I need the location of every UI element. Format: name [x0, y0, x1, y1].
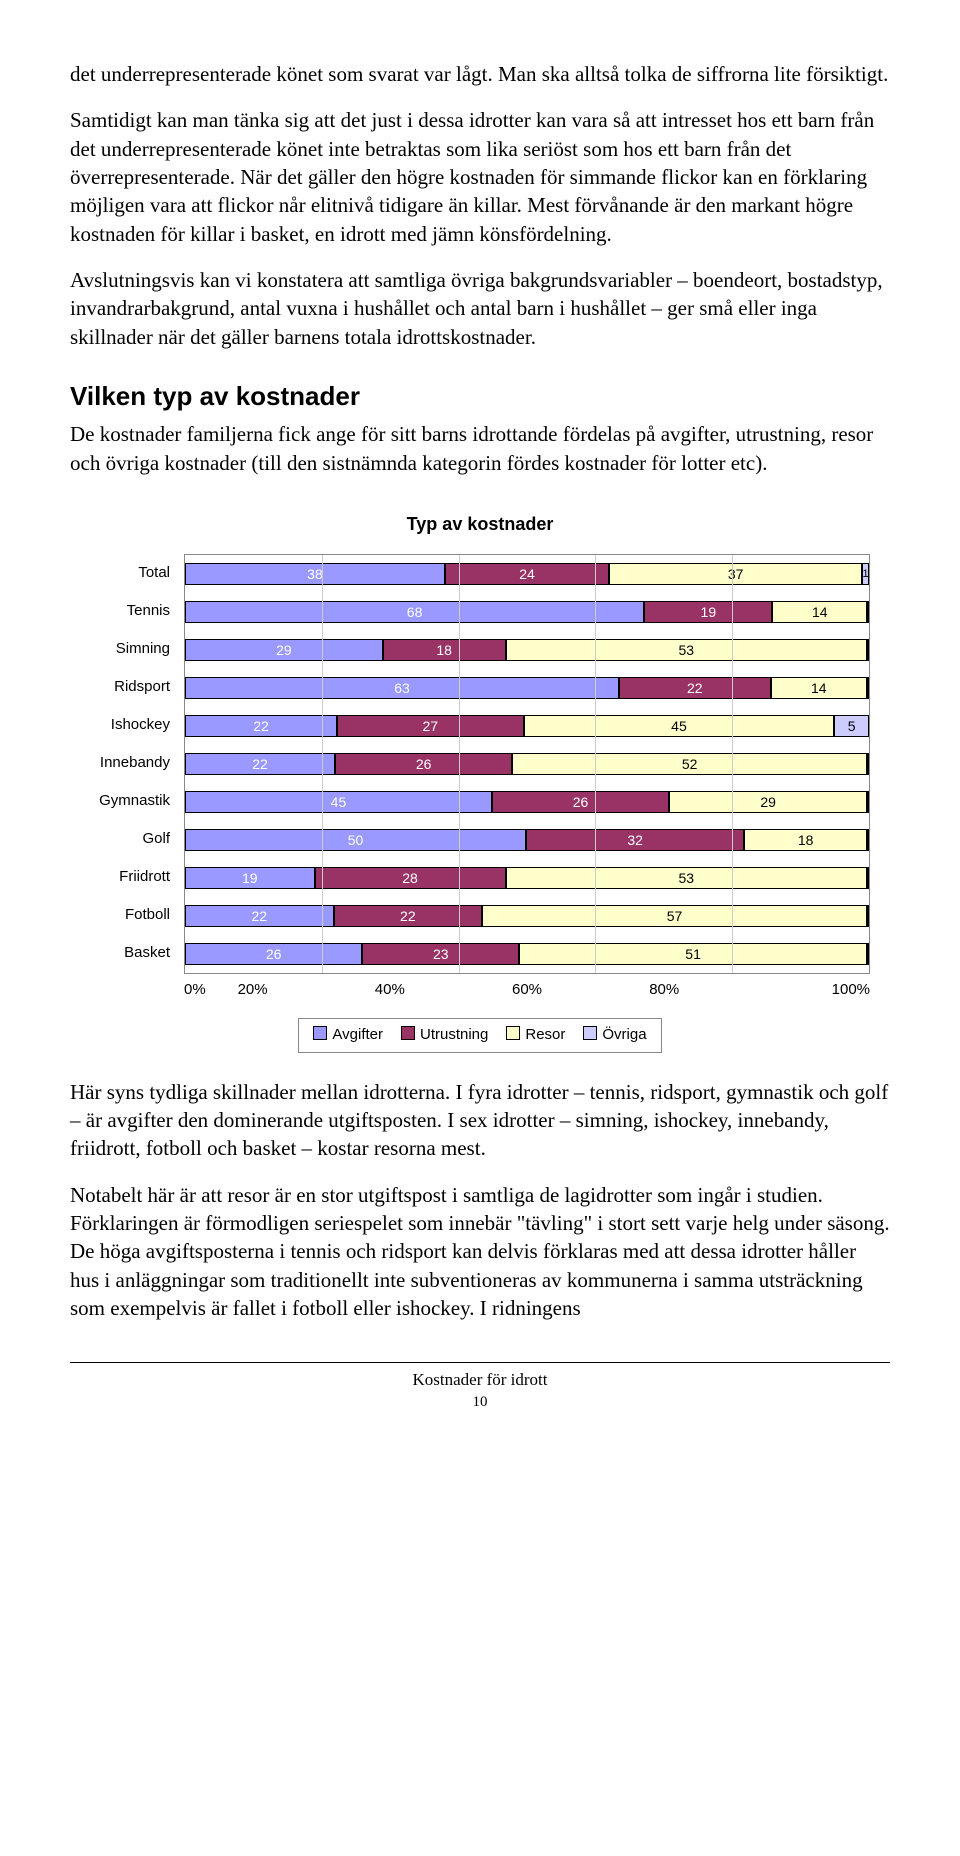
chart-title: Typ av kostnader	[70, 512, 890, 536]
chart-bar-segment: 37	[609, 563, 862, 585]
chart-bar-segment: 28	[315, 867, 506, 889]
chart-bar-segment: 23	[362, 943, 519, 965]
chart-bar-segment	[867, 791, 869, 813]
chart-category-label: Innebandy	[90, 744, 176, 782]
chart-bar-segment: 50	[185, 829, 526, 851]
chart-bar-segment: 57	[482, 905, 867, 927]
body-paragraph: De kostnader familjerna fick ange för si…	[70, 420, 890, 477]
chart-bar-segment	[867, 829, 869, 851]
chart-category-label: Fotboll	[90, 896, 176, 934]
legend-swatch	[506, 1026, 520, 1040]
chart-bar-segment	[867, 867, 869, 889]
chart-bar-segment: 45	[185, 791, 492, 813]
chart-x-tick: 40%	[321, 980, 458, 1000]
chart-bar-row: 632214	[185, 669, 869, 707]
chart-bar-segment: 18	[383, 639, 506, 661]
chart-category-label: Golf	[90, 820, 176, 858]
page-footer: Kostnader för idrott 10	[70, 1369, 890, 1412]
body-paragraph: Samtidigt kan man tänka sig att det just…	[70, 106, 890, 248]
chart-category-label: Gymnastik	[90, 782, 176, 820]
legend-item: Resor	[506, 1025, 565, 1045]
chart-bar-segment: 26	[492, 791, 669, 813]
chart-bar-segment	[867, 677, 869, 699]
chart-bar-segment: 5	[834, 715, 869, 737]
chart-bar-segment: 53	[506, 867, 867, 889]
chart-plot-area: 3824371681914291853632214222745522265245…	[184, 554, 870, 974]
legend-label: Utrustning	[420, 1026, 488, 1043]
legend-label: Avgifter	[332, 1026, 383, 1043]
chart-x-tick: 100%	[733, 980, 870, 1000]
chart-bar-segment: 18	[744, 829, 867, 851]
chart-bar-segment: 38	[185, 563, 445, 585]
body-paragraph: Här syns tydliga skillnader mellan idrot…	[70, 1078, 890, 1163]
chart-bar-segment	[867, 943, 869, 965]
chart-bar-segment: 68	[185, 601, 644, 623]
chart-category-label: Ishockey	[90, 706, 176, 744]
chart-bar-segment: 29	[185, 639, 383, 661]
chart-x-axis: 0%20%40%60%80%100%	[184, 980, 870, 1000]
chart-bar-row: 222652	[185, 745, 869, 783]
body-paragraph: det underrepresenterade könet som svarat…	[70, 60, 890, 88]
chart-category-label: Tennis	[90, 592, 176, 630]
body-paragraph: Avslutningsvis kan vi konstatera att sam…	[70, 266, 890, 351]
chart-bar-segment: 22	[185, 753, 335, 775]
legend-swatch	[583, 1026, 597, 1040]
chart-bar-segment: 19	[185, 867, 315, 889]
chart-bar-row: 503218	[185, 821, 869, 859]
chart-bar-row: 262351	[185, 935, 869, 973]
legend-item: Övriga	[583, 1025, 646, 1045]
chart-x-tick: 80%	[596, 980, 733, 1000]
cost-type-chart: TotalTennisSimningRidsportIshockeyInneba…	[90, 554, 870, 1053]
chart-y-labels: TotalTennisSimningRidsportIshockeyInneba…	[90, 554, 176, 974]
chart-bar-segment: 52	[512, 753, 867, 775]
chart-bar-segment: 29	[669, 791, 867, 813]
chart-category-label: Simning	[90, 630, 176, 668]
chart-bar-segment: 26	[185, 943, 362, 965]
chart-bar-segment	[867, 905, 869, 927]
body-paragraph: Notabelt här är att resor är en stor utg…	[70, 1181, 890, 1323]
chart-bar-segment	[867, 639, 869, 661]
legend-swatch	[401, 1026, 415, 1040]
chart-bar-segment: 22	[185, 715, 337, 737]
legend-swatch	[313, 1026, 327, 1040]
chart-bar-segment: 45	[524, 715, 835, 737]
chart-bar-segment: 26	[335, 753, 512, 775]
chart-bar-segment: 63	[185, 677, 619, 699]
chart-bar-segment: 22	[185, 905, 334, 927]
legend-label: Övriga	[602, 1026, 646, 1043]
chart-bar-segment: 22	[619, 677, 771, 699]
chart-bar-segment: 22	[334, 905, 483, 927]
chart-category-label: Basket	[90, 934, 176, 972]
chart-bar-row: 222257	[185, 897, 869, 935]
chart-bar-row: 192853	[185, 859, 869, 897]
page-number: 10	[70, 1392, 890, 1412]
chart-bar-segment: 24	[445, 563, 609, 585]
chart-bar-segment: 1	[862, 563, 869, 585]
chart-legend: Avgifter Utrustning Resor Övriga	[298, 1018, 661, 1052]
chart-bar-segment: 32	[526, 829, 744, 851]
chart-bar-row: 2227455	[185, 707, 869, 745]
legend-label: Resor	[525, 1026, 565, 1043]
chart-bar-segment: 51	[519, 943, 867, 965]
chart-bar-row: 681914	[185, 593, 869, 631]
chart-bar-row: 452629	[185, 783, 869, 821]
chart-bar-segment	[867, 753, 869, 775]
chart-bar-segment: 19	[644, 601, 772, 623]
footer-title: Kostnader för idrott	[70, 1369, 890, 1392]
legend-item: Avgifter	[313, 1025, 383, 1045]
footer-divider	[70, 1362, 890, 1363]
chart-category-label: Ridsport	[90, 668, 176, 706]
chart-x-tick: 60%	[458, 980, 595, 1000]
chart-bar-segment: 27	[337, 715, 524, 737]
chart-bar-segment: 14	[772, 601, 867, 623]
chart-bar-segment: 53	[506, 639, 867, 661]
chart-bar-segment	[867, 601, 869, 623]
section-heading: Vilken typ av kostnader	[70, 379, 890, 414]
chart-category-label: Total	[90, 554, 176, 592]
chart-category-label: Friidrott	[90, 858, 176, 896]
chart-bar-row: 3824371	[185, 555, 869, 593]
chart-bar-segment: 14	[771, 677, 867, 699]
chart-bar-row: 291853	[185, 631, 869, 669]
legend-item: Utrustning	[401, 1025, 488, 1045]
